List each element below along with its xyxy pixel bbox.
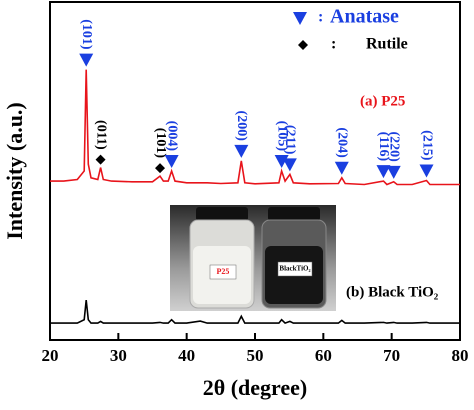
anatase-marker — [419, 164, 434, 178]
y-axis-label: Intensity (a.u.) — [2, 102, 27, 240]
anatase-marker — [293, 12, 307, 25]
anatase-marker — [274, 155, 289, 168]
peak-label: (105) — [274, 121, 289, 152]
line — [50, 69, 460, 186]
x-tick-label: 80 — [452, 346, 469, 365]
peak-label: (215) — [419, 130, 434, 161]
anatase-marker — [234, 144, 249, 158]
rutile-marker — [298, 40, 308, 50]
series-label: (a) P25 — [360, 93, 405, 109]
inset-label: BlackTiO₂ — [279, 265, 310, 273]
peak-label: (101) — [79, 19, 94, 50]
legend-separator: : — [318, 9, 323, 26]
inset-photo: P25 BlackTiO₂ — [170, 205, 336, 311]
series-label: (b) Black TiO₂ — [346, 284, 439, 300]
legend-separator: : — [331, 36, 336, 53]
anatase-marker — [282, 158, 297, 172]
peak-label: (204) — [335, 127, 350, 158]
peak-label: (101) — [153, 128, 168, 159]
rutile-marker — [155, 163, 166, 174]
peak-label: (211) — [283, 125, 298, 155]
anatase-marker — [164, 155, 179, 168]
line — [50, 300, 460, 325]
x-axis-label: 2θ (degree) — [203, 375, 308, 400]
peak-label: (200) — [234, 111, 249, 142]
peak-label: (011) — [93, 120, 108, 150]
inset-label: P25 — [217, 267, 230, 276]
peak-label: (220) — [386, 131, 401, 162]
legend-label: Rutile — [366, 36, 408, 53]
anatase-marker — [386, 165, 401, 179]
x-tick-label: 70 — [383, 346, 400, 365]
rutile-marker — [95, 154, 106, 165]
anatase-marker — [376, 165, 391, 179]
legend-label: Anatase — [330, 6, 399, 28]
x-tick-label: 50 — [247, 346, 264, 365]
peak-label: (116) — [376, 132, 391, 162]
x-tick-label: 60 — [315, 346, 332, 365]
x-tick-label: 30 — [110, 346, 127, 365]
anatase-marker — [334, 161, 349, 175]
anatase-marker — [79, 53, 94, 67]
peak-label: (004) — [164, 121, 179, 152]
x-tick-label: 20 — [42, 346, 59, 365]
x-tick-label: 40 — [178, 346, 195, 365]
